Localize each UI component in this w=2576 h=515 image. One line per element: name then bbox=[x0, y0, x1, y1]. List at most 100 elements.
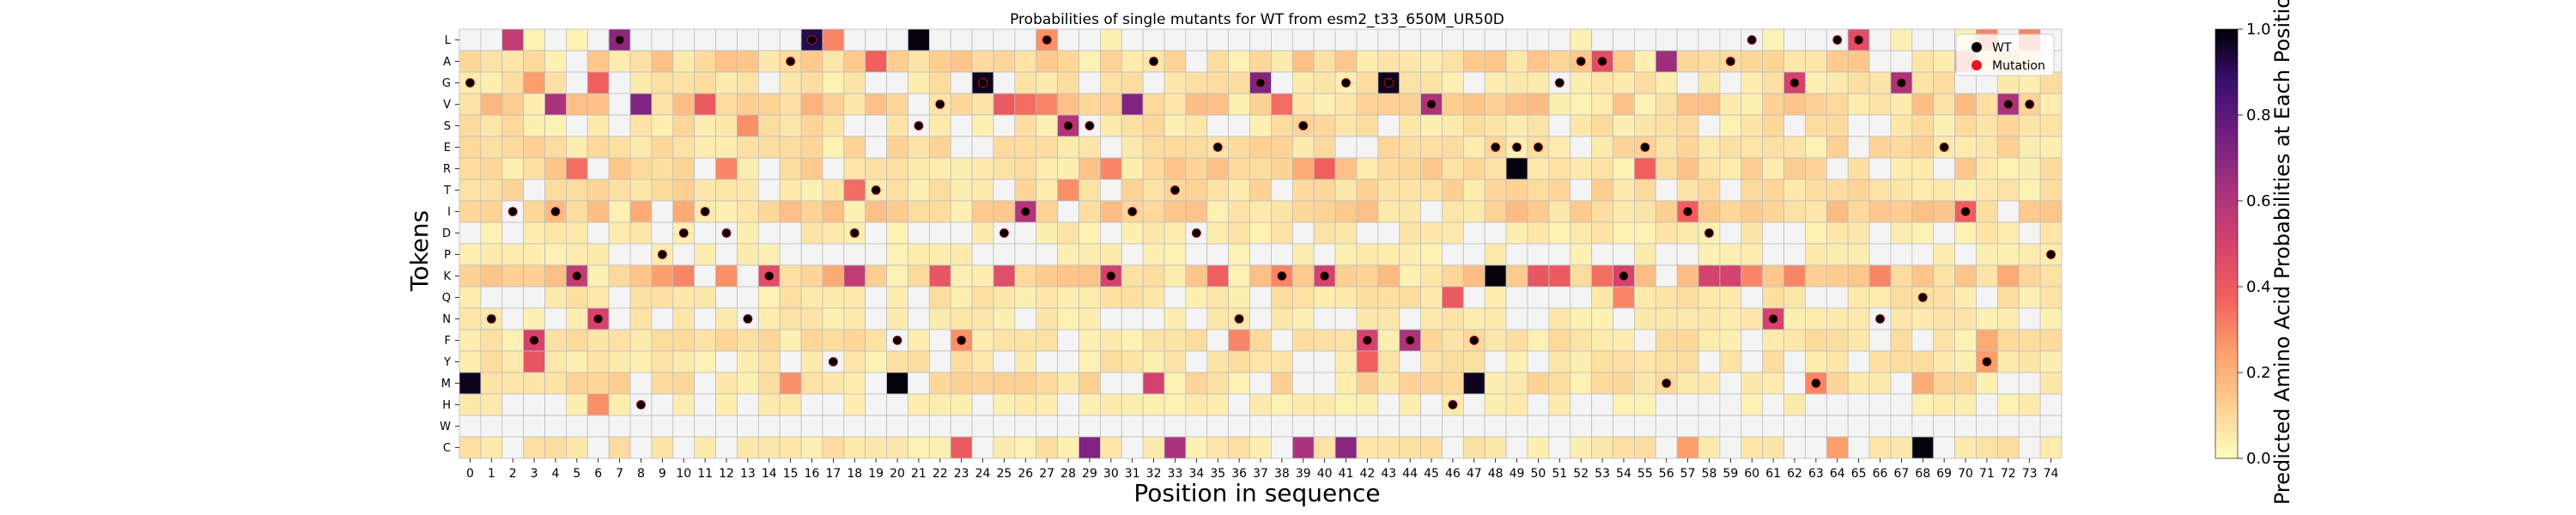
heatmap-cell bbox=[1334, 221, 1358, 245]
heatmap-cell bbox=[1868, 415, 1892, 438]
heatmap-cell bbox=[1484, 157, 1507, 180]
heatmap-cell bbox=[1847, 372, 1870, 395]
heatmap-cell bbox=[1847, 50, 1870, 73]
heatmap-cell bbox=[886, 350, 908, 373]
heatmap-cell bbox=[608, 200, 631, 223]
heatmap-cell bbox=[501, 136, 525, 159]
heatmap-cell bbox=[586, 243, 610, 266]
wt-marker bbox=[829, 357, 838, 367]
heatmap-cell bbox=[971, 114, 994, 137]
heatmap-cell bbox=[1057, 286, 1079, 309]
heatmap-cell bbox=[1291, 286, 1315, 309]
heatmap-cells bbox=[459, 28, 2063, 459]
heatmap-cell bbox=[1933, 436, 1955, 459]
heatmap-cell bbox=[1868, 372, 1892, 395]
heatmap-cell bbox=[865, 393, 887, 416]
heatmap-cell bbox=[1142, 136, 1165, 159]
heatmap-cell bbox=[1185, 350, 1208, 373]
wt-marker bbox=[893, 336, 902, 345]
heatmap-cell bbox=[1933, 393, 1955, 416]
x-tick-label: 33 bbox=[1168, 467, 1183, 481]
heatmap-cell bbox=[865, 372, 887, 395]
heatmap-cell bbox=[1334, 93, 1358, 116]
heatmap-cell bbox=[779, 329, 802, 352]
heatmap-cell bbox=[1933, 307, 1955, 330]
heatmap-cell bbox=[1036, 350, 1059, 373]
heatmap-cell bbox=[757, 372, 781, 395]
heatmap-cell bbox=[1377, 200, 1400, 223]
heatmap-cell bbox=[480, 157, 503, 180]
heatmap-cell bbox=[1249, 157, 1272, 180]
x-tick-label: 14 bbox=[762, 467, 777, 481]
heatmap-cell bbox=[1163, 329, 1187, 352]
heatmap-cell bbox=[651, 436, 674, 459]
heatmap-cell bbox=[908, 157, 930, 180]
heatmap-cell bbox=[1676, 71, 1699, 94]
wt-marker bbox=[1832, 35, 1842, 45]
x-tick-label: 70 bbox=[1958, 467, 1973, 481]
heatmap-cell bbox=[1100, 157, 1122, 180]
heatmap-cell bbox=[1313, 114, 1336, 137]
y-tick-label: T bbox=[443, 185, 451, 197]
heatmap-cell bbox=[1462, 50, 1485, 73]
heatmap-cell bbox=[694, 264, 716, 288]
heatmap-cell bbox=[1719, 436, 1742, 459]
heatmap-cell bbox=[1933, 372, 1955, 395]
heatmap-cell bbox=[950, 71, 973, 94]
heatmap-cell bbox=[1505, 71, 1528, 94]
heatmap-cell bbox=[1142, 200, 1165, 223]
heatmap-cell bbox=[1527, 415, 1550, 438]
wt-marker bbox=[1406, 336, 1414, 345]
heatmap-cell bbox=[1890, 50, 1913, 73]
heatmap-cell bbox=[544, 179, 567, 202]
heatmap-cell bbox=[672, 136, 696, 159]
heatmap-cell bbox=[501, 372, 525, 395]
heatmap-cell bbox=[1826, 243, 1849, 266]
heatmap-cell bbox=[480, 393, 503, 416]
heatmap-cell bbox=[1206, 157, 1230, 180]
heatmap-cell bbox=[886, 286, 908, 309]
heatmap-cell bbox=[2039, 329, 2063, 352]
heatmap-cell bbox=[1548, 93, 1571, 116]
heatmap-cell bbox=[1442, 136, 1464, 159]
heatmap-cell bbox=[822, 93, 845, 116]
heatmap-cell bbox=[1548, 28, 1571, 52]
heatmap-cell bbox=[566, 179, 588, 202]
x-tick-label: 20 bbox=[890, 467, 905, 481]
heatmap-cell bbox=[1591, 307, 1613, 330]
heatmap-cell bbox=[629, 71, 653, 94]
heatmap-cell bbox=[1826, 393, 1849, 416]
heatmap-cell bbox=[1634, 71, 1656, 94]
heatmap-cell bbox=[1420, 50, 1443, 73]
wt-marker bbox=[1683, 207, 1692, 216]
heatmap-cell bbox=[1527, 307, 1550, 330]
heatmap-cell bbox=[928, 114, 951, 137]
heatmap-cell bbox=[1890, 114, 1913, 137]
heatmap-cell bbox=[1442, 243, 1464, 266]
heatmap-cell bbox=[1655, 307, 1678, 330]
heatmap-cell bbox=[1334, 264, 1358, 288]
heatmap-cell bbox=[737, 114, 759, 137]
x-tick-label: 11 bbox=[697, 467, 713, 481]
wt-marker bbox=[1384, 78, 1394, 88]
heatmap-cell bbox=[1996, 157, 2020, 180]
heatmap-cell bbox=[800, 436, 823, 459]
heatmap-cell bbox=[1976, 200, 1998, 223]
heatmap-cell bbox=[501, 436, 525, 459]
wt-marker bbox=[636, 400, 646, 409]
heatmap-cell bbox=[1634, 393, 1656, 416]
heatmap-cell bbox=[1057, 200, 1079, 223]
heatmap-cell bbox=[1847, 243, 1870, 266]
heatmap-cell bbox=[1121, 329, 1144, 352]
x-tick-label: 18 bbox=[847, 467, 862, 481]
heatmap-cell bbox=[1655, 93, 1678, 116]
heatmap-cell bbox=[1291, 264, 1315, 288]
heatmap-cell bbox=[1399, 71, 1421, 94]
heatmap-cell bbox=[1505, 329, 1528, 352]
heatmap-cell bbox=[908, 264, 930, 288]
heatmap-cell bbox=[1570, 436, 1593, 459]
heatmap-cell bbox=[672, 243, 696, 266]
heatmap-cell bbox=[1591, 114, 1613, 137]
heatmap-cell bbox=[993, 114, 1016, 137]
heatmap-cell bbox=[1420, 243, 1443, 266]
